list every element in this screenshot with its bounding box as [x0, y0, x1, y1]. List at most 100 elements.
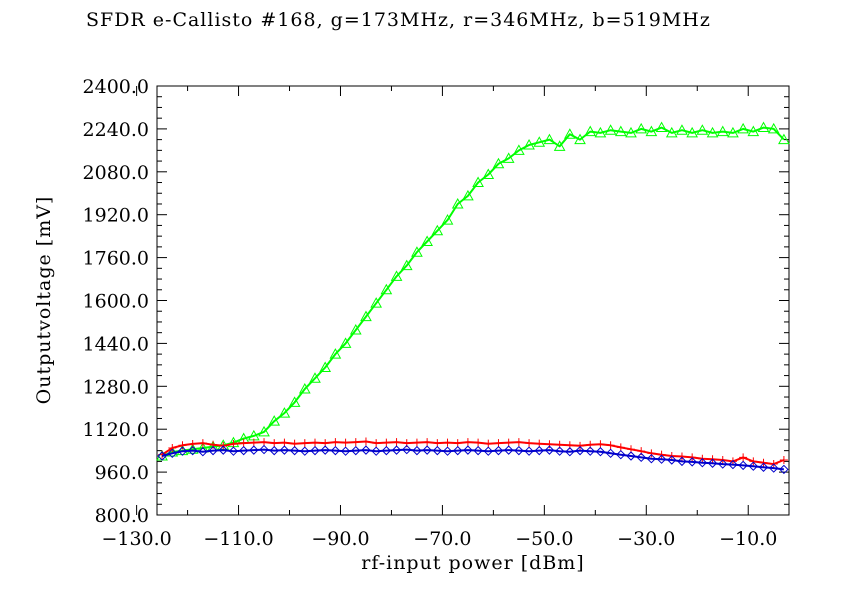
- y-tick-label: 1120.0: [83, 419, 149, 441]
- data-point: [298, 382, 311, 394]
- data-point: [626, 451, 636, 461]
- data-point: [707, 458, 718, 468]
- y-tick-label: 2240.0: [83, 119, 149, 141]
- data-point: [402, 444, 412, 455]
- data-point: [739, 453, 748, 462]
- data-point: [453, 445, 463, 456]
- data-point: [433, 439, 442, 448]
- x-tick-label: −110.0: [203, 528, 273, 550]
- data-point: [270, 439, 279, 448]
- data-point: [340, 446, 351, 456]
- data-point: [605, 448, 616, 459]
- data-point: [494, 439, 503, 448]
- data-point: [594, 126, 607, 138]
- data-point: [320, 445, 330, 455]
- data-point: [361, 445, 371, 455]
- data-point: [453, 439, 462, 448]
- x-tick-labels: −130.0 −110.0 −90.0 −70.0 −50.0 −30.0 −10.0: [101, 528, 777, 550]
- data-point: [441, 214, 454, 225]
- data-point: [288, 396, 301, 407]
- data-point: [514, 445, 524, 456]
- data-point: [574, 133, 586, 145]
- y-tick-label: 2400.0: [83, 76, 149, 98]
- data-point: [443, 438, 452, 447]
- data-point: [260, 438, 269, 447]
- data-point: [625, 126, 637, 138]
- y-tick-label: 800.0: [95, 505, 149, 527]
- data-point: [167, 448, 177, 459]
- data-point: [484, 439, 493, 448]
- data-point: [687, 457, 697, 467]
- data-point: [665, 126, 678, 138]
- data-point: [706, 126, 719, 138]
- data-point: [411, 246, 423, 257]
- data-point: [474, 438, 483, 447]
- data-point: [483, 446, 493, 456]
- y-tick-label: 960.0: [95, 462, 149, 484]
- data-point: [576, 441, 585, 450]
- data-point: [473, 445, 483, 456]
- data-point: [553, 140, 566, 151]
- data-point: [604, 124, 617, 135]
- data-point: [300, 446, 310, 456]
- data-point: [647, 449, 656, 458]
- data-point: [371, 446, 381, 456]
- data-point: [767, 122, 780, 134]
- plot-area: [156, 121, 790, 475]
- data-point: [635, 122, 648, 134]
- data-point: [451, 197, 464, 209]
- data-point: [421, 235, 433, 247]
- chart-title: SFDR e-Callisto #168, g=173MHz, r=346MHz…: [86, 9, 711, 31]
- data-point: [503, 445, 514, 455]
- data-point: [554, 446, 565, 456]
- data-point: [280, 438, 289, 447]
- data-point: [351, 445, 361, 456]
- data-point: [565, 447, 575, 457]
- data-point: [462, 189, 474, 201]
- data-point: [534, 445, 544, 456]
- data-point: [596, 440, 605, 449]
- data-point: [513, 144, 525, 155]
- data-point: [523, 138, 535, 150]
- data-point: [329, 348, 342, 359]
- data-point: [769, 463, 779, 473]
- data-point: [392, 438, 401, 447]
- data-point: [259, 444, 269, 455]
- data-point: [524, 446, 534, 456]
- data-point: [544, 445, 555, 455]
- data-point: [595, 447, 606, 457]
- data-point: [238, 445, 249, 456]
- data-point: [239, 439, 248, 448]
- data-point: [514, 438, 523, 447]
- data-point: [748, 461, 759, 471]
- data-point: [423, 438, 432, 447]
- data-point: [718, 459, 728, 469]
- data-point: [463, 445, 473, 455]
- data-point: [391, 445, 402, 455]
- data-point: [676, 124, 688, 135]
- y-axis-label: Outputvoltage [mV]: [33, 196, 55, 405]
- data-point: [187, 445, 198, 456]
- data-point: [177, 446, 188, 456]
- data-point: [492, 157, 505, 169]
- data-point: [758, 462, 769, 472]
- data-point: [228, 446, 239, 456]
- x-tick-label: −90.0: [311, 528, 369, 550]
- data-point: [422, 445, 432, 455]
- data-point: [614, 125, 627, 137]
- data-point: [381, 445, 392, 456]
- data-point: [778, 133, 790, 145]
- data-point: [198, 439, 207, 448]
- y-tick-label: 1440.0: [83, 333, 149, 355]
- data-point: [268, 415, 281, 426]
- y-tick-label: 1280.0: [83, 376, 149, 398]
- data-point: [543, 133, 556, 145]
- x-tick-label: −10.0: [719, 528, 777, 550]
- data-point: [493, 445, 504, 456]
- data-point: [431, 224, 444, 236]
- data-point: [728, 459, 738, 470]
- data-point: [361, 437, 370, 446]
- data-point: [677, 452, 686, 461]
- data-point: [380, 283, 393, 295]
- data-point: [697, 458, 708, 468]
